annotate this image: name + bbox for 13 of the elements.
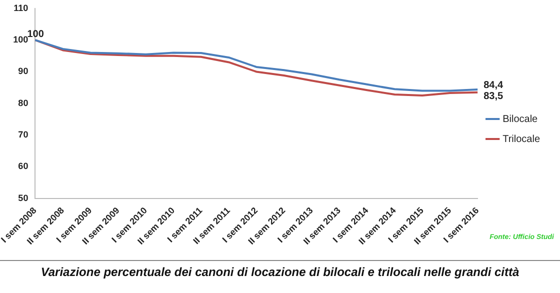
- legend-label: Trilocale: [502, 134, 540, 145]
- data-label: 83,5: [484, 91, 504, 102]
- y-tick-label: 50: [18, 192, 28, 203]
- data-label: 100: [27, 28, 44, 40]
- y-tick-label: 80: [18, 98, 28, 108]
- y-tick-label: 60: [18, 161, 28, 172]
- y-tick-label: 110: [14, 2, 28, 13]
- y-tick-label: 100: [13, 34, 28, 45]
- y-tick-label: 70: [18, 130, 28, 140]
- legend-label: Bilocale: [502, 114, 538, 125]
- data-label: 84,4: [484, 80, 504, 92]
- text: Variazione percentuale dei canoni di locazione di bilocali e trilocali nelle grandi città: [0, 260, 560, 279]
- y-tick-label: 90: [18, 66, 28, 76]
